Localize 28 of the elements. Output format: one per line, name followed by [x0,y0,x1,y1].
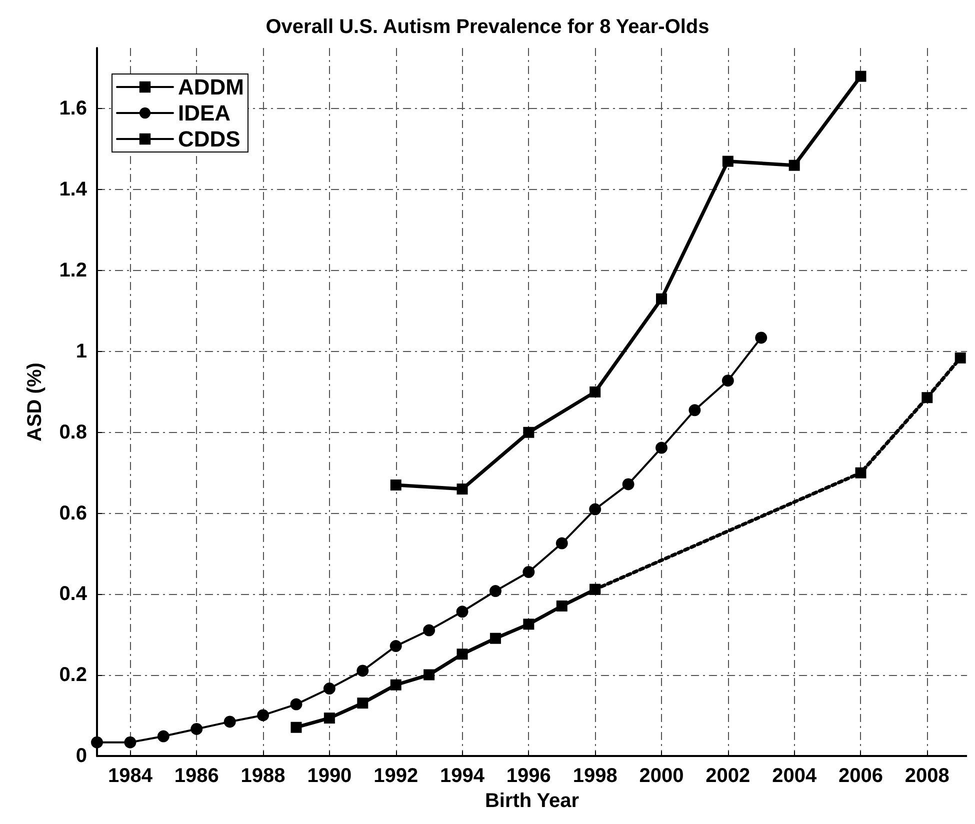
x-tick-label: 2002 [706,765,750,788]
y-tick-label: 0.8 [59,421,87,444]
y-axis-title: ASD (%) [24,362,46,442]
x-tick-label: 1992 [374,765,418,788]
chart-title: Overall U.S. Autism Prevalence for 8 Year-Olds [266,16,710,38]
y-tick-label: 0 [76,745,87,768]
legend-label: ADDM [178,74,244,100]
y-tick-label: 1.2 [59,260,87,282]
y-tick-label: 1.6 [59,98,87,120]
legend-label: CDDS [178,126,240,152]
x-tick-label: 1988 [240,765,286,788]
y-tick-label: 0.2 [59,664,87,686]
x-tick-label: 2004 [772,765,818,788]
x-tick-label: 2006 [838,765,883,788]
y-tick-label: 1.4 [59,178,88,201]
x-tick-label: 1986 [174,765,219,788]
y-tick-label: 0.6 [59,502,87,524]
x-tick-label: 2000 [639,765,684,788]
x-tick-label: 1990 [307,765,352,788]
x-tick-label: 2008 [904,765,950,788]
legend-label: IDEA [178,100,231,126]
y-tick-label: 1 [76,340,87,362]
y-tick-label: 0.4 [59,583,88,606]
x-axis-title: Birth Year [484,790,580,812]
x-tick-label: 1984 [108,765,154,788]
x-tick-label: 1994 [440,765,486,788]
x-tick-label: 1998 [572,765,618,788]
x-tick-label: 1996 [506,765,551,788]
